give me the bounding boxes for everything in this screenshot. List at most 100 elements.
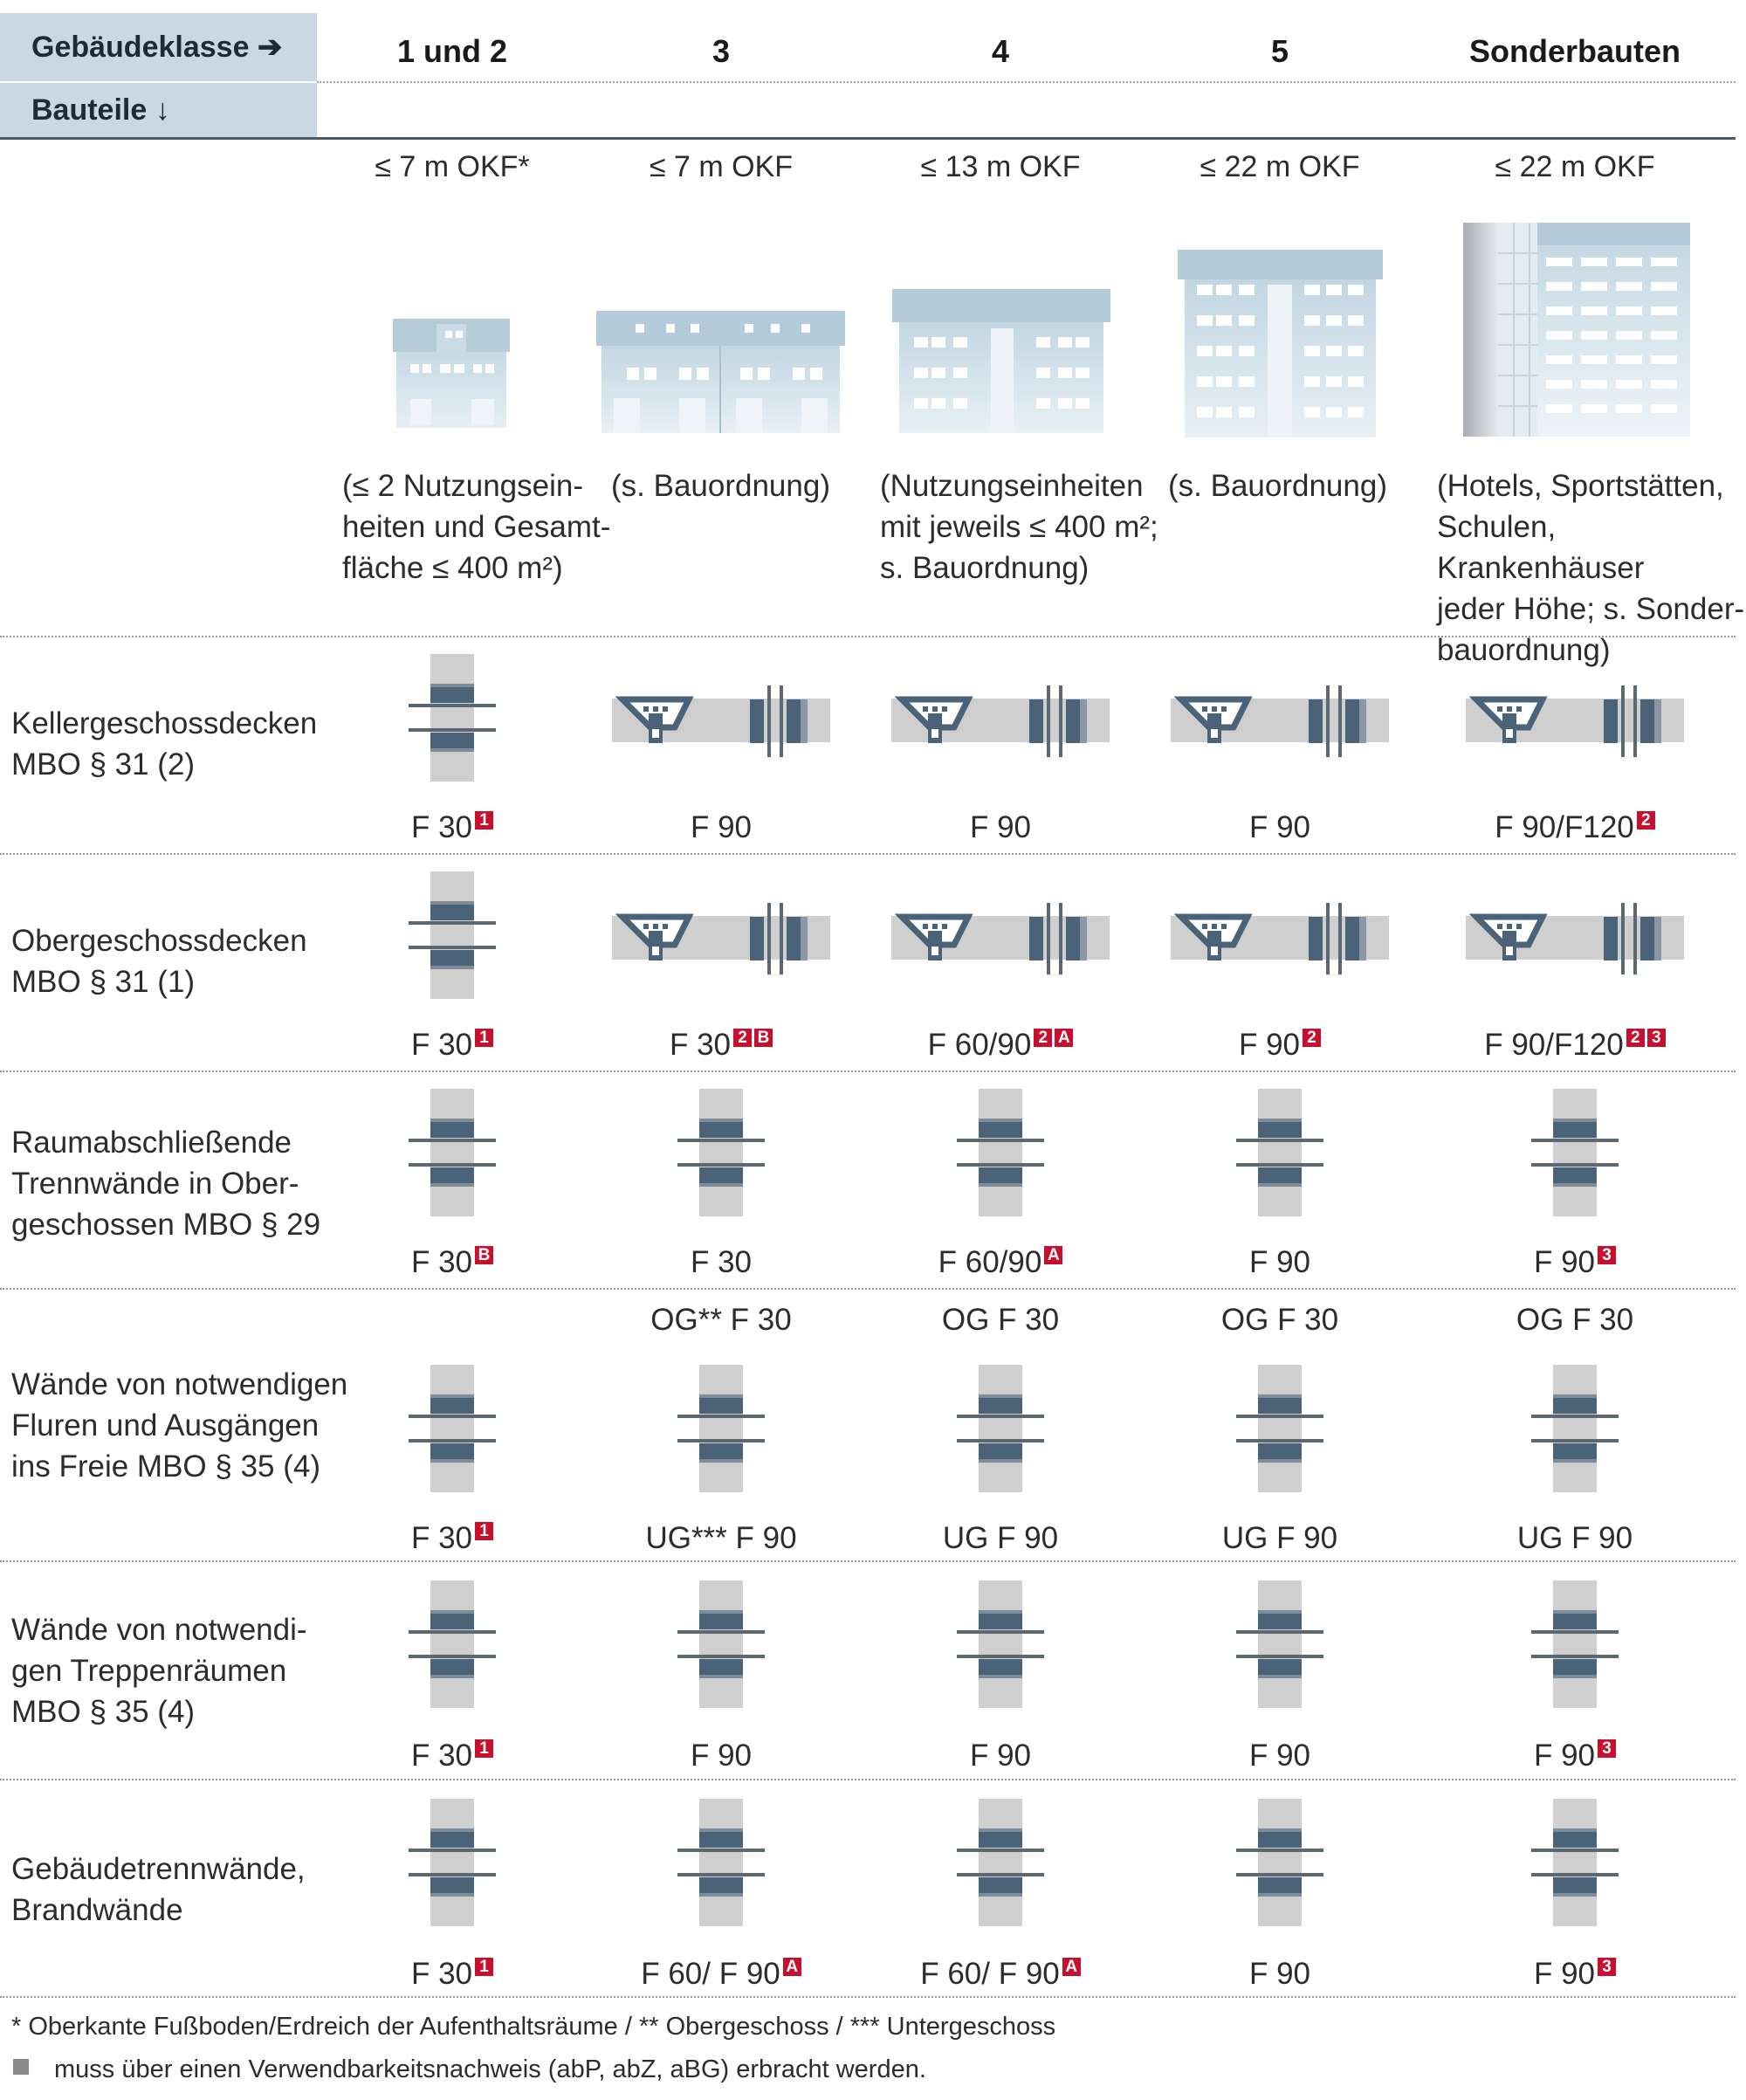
fire-rating-value: F 90 bbox=[1140, 810, 1419, 845]
footnote-badge: 2 bbox=[1034, 1029, 1053, 1047]
fire-rating-value: UG F 90 bbox=[1140, 1521, 1419, 1556]
header-divider bbox=[317, 81, 1736, 83]
row-separator bbox=[0, 1288, 1736, 1290]
fire-rating-text: F 90 bbox=[1533, 1739, 1596, 1773]
footnote-badge: 1 bbox=[475, 1029, 494, 1047]
building-class-1-2-illustration bbox=[393, 319, 510, 428]
fire-rating-text: F 30 bbox=[410, 1521, 473, 1555]
row-separator bbox=[0, 1996, 1736, 1998]
fire-rating-text: F 30 bbox=[690, 1245, 753, 1279]
fire-rating-value: F 60/90 2 A bbox=[861, 1028, 1140, 1063]
fire-resistance-symbol-ceiling bbox=[612, 685, 830, 757]
fire-rating-value: F 90 bbox=[861, 1739, 1140, 1773]
note-og-class-5: OG F 30 bbox=[1220, 1303, 1339, 1337]
fire-resistance-symbol-wall bbox=[409, 1089, 496, 1216]
note-og-class-3: OG** F 30 bbox=[650, 1303, 792, 1337]
header-rule bbox=[0, 137, 1736, 140]
row-separator bbox=[0, 1071, 1736, 1072]
fire-resistance-symbol-wall bbox=[957, 1089, 1044, 1216]
note-og-class-4: OG F 30 bbox=[941, 1303, 1060, 1337]
fire-resistance-symbol-wall bbox=[409, 654, 496, 781]
fire-resistance-symbol-wall bbox=[1236, 1580, 1323, 1708]
class-3-header: 3 bbox=[711, 33, 731, 69]
fire-rating-value: F 90 bbox=[581, 1739, 861, 1773]
fire-rating-text: F 90 bbox=[1248, 1957, 1311, 1991]
sonderbauten-header: Sonderbauten bbox=[1468, 33, 1681, 69]
fire-resistance-symbol-wall bbox=[409, 871, 496, 999]
fire-resistance-symbol-ceiling bbox=[1171, 903, 1389, 974]
fire-rating-value: F 30 1 bbox=[313, 1739, 592, 1773]
fire-resistance-symbol-ceiling bbox=[1466, 903, 1684, 974]
fire-resistance-symbol-wall bbox=[409, 1580, 496, 1708]
fire-resistance-symbol-ceiling bbox=[1171, 685, 1389, 757]
fire-rating-value: F 90 3 bbox=[1435, 1245, 1715, 1280]
footnote-badge: 1 bbox=[475, 1958, 494, 1976]
fire-rating-text: F 90/F120 bbox=[1495, 810, 1634, 844]
building-class-3-illustration bbox=[596, 311, 845, 433]
fire-resistance-symbol-wall bbox=[1531, 1089, 1619, 1216]
fire-rating-text: F 30 bbox=[410, 1739, 473, 1773]
building-class-4-illustration bbox=[892, 289, 1110, 433]
row-label-obergeschossdecken: Obergeschossdecken MBO § 31 (1) bbox=[11, 924, 307, 999]
fire-resistance-symbol-ceiling bbox=[891, 903, 1110, 974]
height-label-5: ≤ 22 m OKF bbox=[1200, 150, 1360, 183]
fire-rating-text: F 30 bbox=[410, 810, 473, 844]
fire-rating-text: F 60/90 bbox=[927, 1028, 1032, 1062]
fire-rating-text: F 90 bbox=[969, 810, 1032, 844]
fire-rating-value: F 90 2 bbox=[1140, 1028, 1419, 1063]
desc-class-3: (s. Bauordnung) bbox=[611, 469, 830, 503]
fire-rating-value: F 30 1 bbox=[313, 1957, 592, 1992]
fire-rating-value: F 90 bbox=[581, 810, 861, 845]
fire-rating-value: F 30 1 bbox=[313, 810, 592, 845]
fire-rating-value: F 30 B bbox=[313, 1245, 592, 1280]
desc-class-1-2: (≤ 2 Nutzungsein- heiten und Gesamt- flä… bbox=[342, 469, 611, 585]
row-label-treppenraumwaende: Wände von notwendi- gen Treppenräumen MB… bbox=[11, 1613, 307, 1729]
fire-resistance-symbol-wall bbox=[1531, 1365, 1619, 1492]
fire-rating-text: F 60/ F 90 bbox=[920, 1957, 1060, 1991]
row-label-flurwaende: Wände von notwendigen Fluren und Ausgäng… bbox=[11, 1367, 348, 1484]
fire-resistance-symbol-wall bbox=[677, 1089, 765, 1216]
fire-rating-text: UG F 90 bbox=[942, 1521, 1059, 1555]
class-4-header: 4 bbox=[991, 33, 1010, 69]
desc-class-4: (Nutzungseinheiten mit jeweils ≤ 400 m²;… bbox=[880, 469, 1158, 585]
footnote-badge: A bbox=[1062, 1958, 1081, 1976]
footnote-badge: B bbox=[754, 1029, 773, 1047]
fire-rating-value: F 60/90 A bbox=[861, 1245, 1140, 1280]
fire-rating-value: F 90/F120 2 bbox=[1435, 810, 1715, 845]
fire-rating-value: F 90 3 bbox=[1435, 1739, 1715, 1773]
footnote-badge: 2 bbox=[733, 1029, 753, 1047]
class-5-header: 5 bbox=[1270, 33, 1289, 69]
fire-rating-value: F 30 1 bbox=[313, 1521, 592, 1556]
row-separator bbox=[0, 853, 1736, 855]
fire-rating-text: UG F 90 bbox=[1221, 1521, 1338, 1555]
fire-rating-value: UG*** F 90 bbox=[581, 1521, 861, 1556]
row-label-kellergeschossdecken: Kellergeschossdecken MBO § 31 (2) bbox=[11, 706, 318, 781]
fire-rating-text: F 90 bbox=[1533, 1245, 1596, 1279]
legend-grey-square bbox=[13, 2059, 29, 2075]
fire-rating-text: F 30 bbox=[410, 1245, 473, 1279]
building-class-5-illustration bbox=[1178, 250, 1383, 437]
footnote-badge: 1 bbox=[475, 1739, 494, 1758]
footnote-badge: 3 bbox=[1646, 1029, 1666, 1047]
footnote-badge: 1 bbox=[475, 1522, 494, 1540]
class-1-2-header: 1 und 2 bbox=[396, 33, 508, 69]
fire-rating-value: F 60/ F 90 A bbox=[861, 1957, 1140, 1992]
fire-resistance-symbol-wall bbox=[409, 1365, 496, 1492]
fire-rating-text: UG F 90 bbox=[1516, 1521, 1633, 1555]
footnote-badge: 3 bbox=[1598, 1958, 1617, 1976]
fire-rating-text: UG*** F 90 bbox=[645, 1521, 797, 1555]
fire-rating-text: F 90 bbox=[1238, 1028, 1301, 1062]
footnote-badge: A bbox=[1055, 1029, 1074, 1047]
desc-class-5: (s. Bauordnung) bbox=[1168, 469, 1387, 503]
fire-rating-text: F 60/ F 90 bbox=[641, 1957, 780, 1991]
fire-resistance-symbol-wall bbox=[677, 1799, 765, 1926]
building-sonderbauten-illustration bbox=[1463, 223, 1690, 437]
note-og-sonderbauten: OG F 30 bbox=[1516, 1303, 1634, 1337]
fire-resistance-symbol-ceiling bbox=[891, 685, 1110, 757]
row-label-brandwaende: Gebäudetrennwände, Brandwände bbox=[11, 1852, 306, 1927]
fire-resistance-symbol-wall bbox=[677, 1365, 765, 1492]
fire-rating-text: F 90 bbox=[969, 1739, 1032, 1773]
fire-rating-text: F 60/90 bbox=[938, 1245, 1042, 1279]
height-label-3: ≤ 7 m OKF bbox=[649, 150, 794, 183]
fire-rating-value: F 30 2 B bbox=[581, 1028, 861, 1063]
